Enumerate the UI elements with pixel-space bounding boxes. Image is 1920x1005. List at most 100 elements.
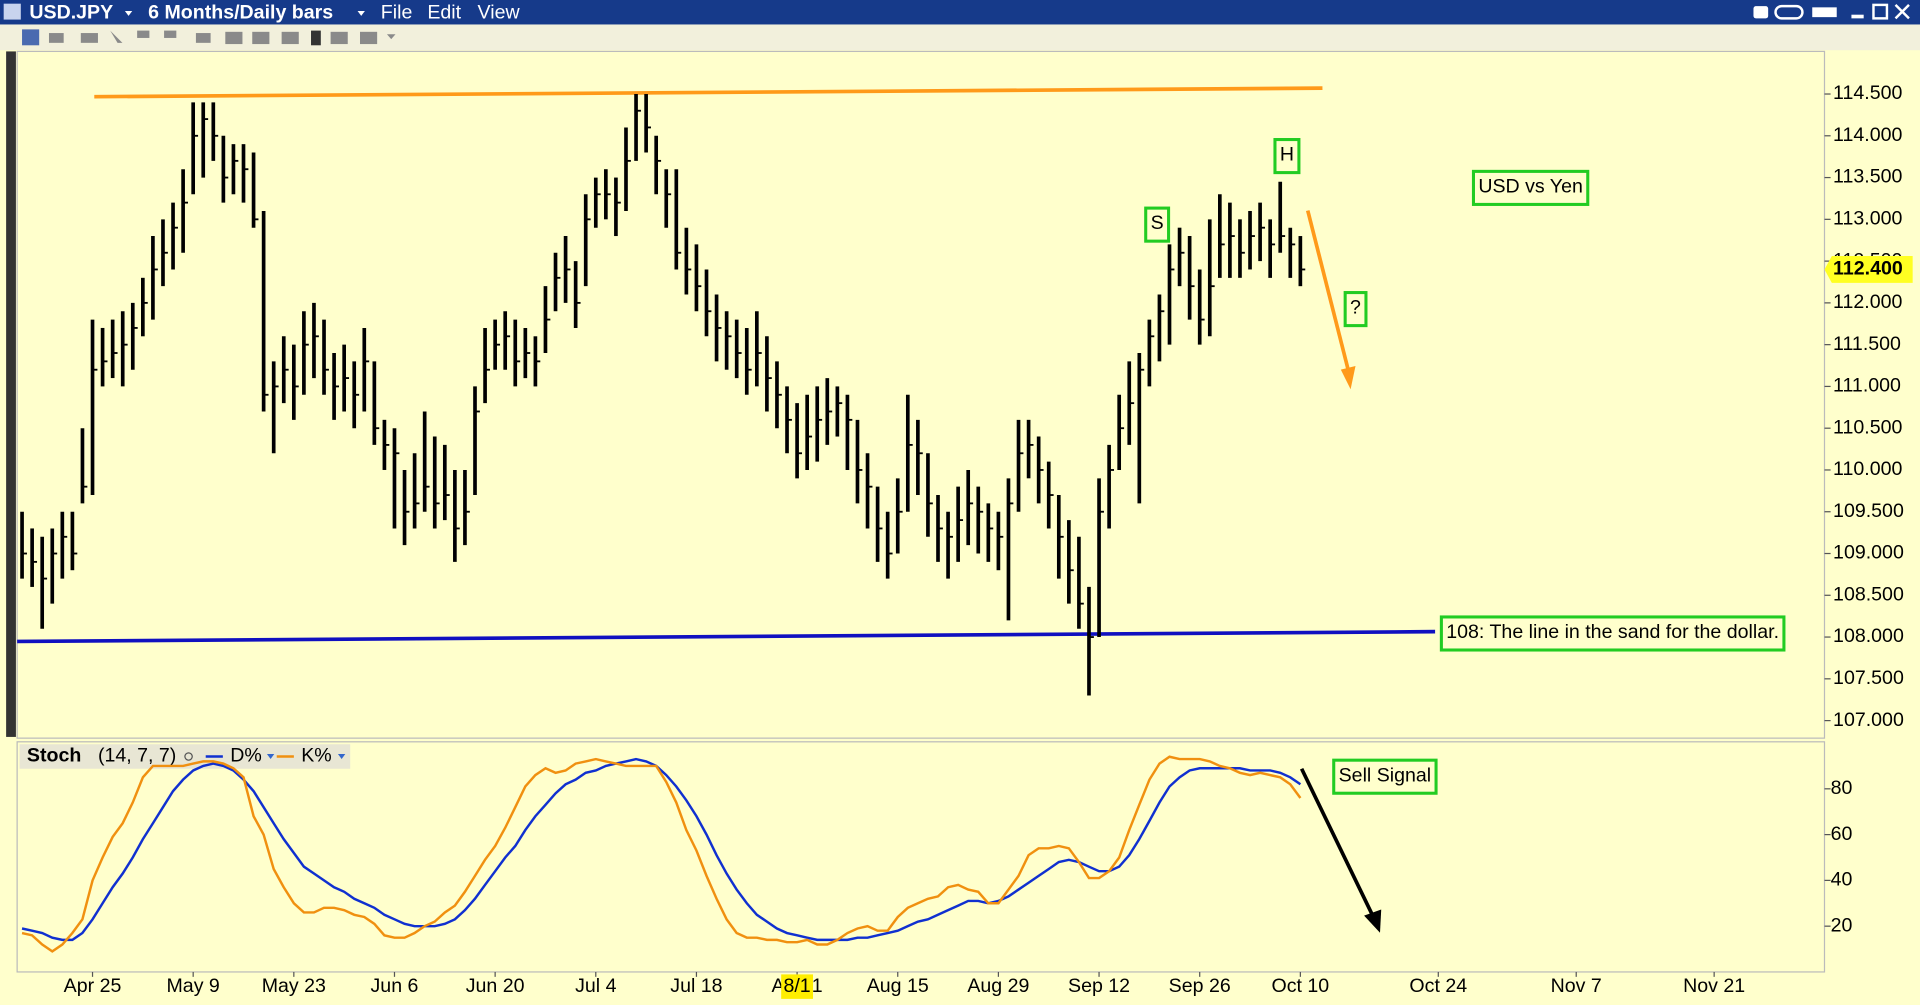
menu-item[interactable]: Edit [427, 2, 461, 24]
y-tick-label: 110.500 [1833, 416, 1902, 438]
y-tick-label: 113.000 [1833, 208, 1902, 230]
x-tick-label: Nov 21 [1683, 975, 1745, 997]
close[interactable] [1894, 4, 1910, 20]
x-tick-label: May 23 [262, 975, 326, 997]
dropdown-arrow[interactable] [386, 34, 396, 40]
symbol[interactable]: USD.JPY [29, 2, 113, 24]
scrollbar[interactable] [6, 51, 16, 737]
y-tick-label: 40 [1831, 869, 1853, 891]
x-tick-label: Oct 24 [1409, 975, 1467, 997]
app-icon [3, 3, 21, 20]
y-tick-label: 110.000 [1833, 458, 1902, 480]
settings-icon[interactable] [184, 752, 193, 761]
link-icon[interactable] [1774, 4, 1804, 20]
text-tool[interactable] [22, 29, 40, 46]
annotation-box [1332, 758, 1438, 795]
annotation-label: 108: The line in the sand for the dollar… [1446, 621, 1779, 643]
x-tick-label: Apr 25 [64, 975, 122, 997]
tool[interactable] [80, 33, 98, 43]
x-tick-label: Jul 4 [575, 975, 616, 997]
last-price-label: 112.400 [1833, 258, 1903, 280]
annotation-box [1343, 291, 1368, 328]
x-tick-label: Sep 26 [1169, 975, 1231, 997]
y-tick-label: 113.500 [1833, 166, 1902, 188]
annotation-box [1273, 138, 1301, 175]
annotation-label: S [1151, 212, 1164, 234]
y-tick-label: 109.500 [1833, 500, 1904, 522]
y-tick-label: 107.500 [1833, 667, 1904, 689]
pointer-tool[interactable] [110, 30, 123, 43]
toolbar-icons [22, 29, 396, 46]
indicator-params: (14, 7, 7) [98, 745, 176, 767]
y-tick-label: 111.000 [1833, 375, 1901, 397]
indicator-name: Stoch [27, 745, 81, 767]
y-tick-label: 108.000 [1833, 625, 1904, 647]
annotation-box [1144, 206, 1171, 243]
support-line [17, 629, 1436, 644]
stoch-line [21, 755, 1302, 953]
x-tick-label: Jun 6 [371, 975, 419, 997]
dropdown-arrow[interactable] [266, 754, 275, 759]
annotation-label: H [1280, 144, 1294, 166]
maximize[interactable] [1872, 3, 1889, 20]
y-tick-label: 80 [1831, 777, 1853, 799]
x-tick-label: Jul 18 [670, 975, 722, 997]
tool[interactable] [311, 30, 321, 46]
y-tick-label: 112.000 [1833, 291, 1902, 313]
dropdown-arrow[interactable] [337, 754, 346, 759]
y-tick-label: 109.000 [1833, 542, 1904, 564]
period[interactable]: 6 Months/Daily bars [148, 2, 333, 24]
menu-item[interactable]: File [381, 2, 413, 24]
legend-label: K% [301, 745, 331, 767]
sell-arrow [1299, 767, 1376, 919]
tool[interactable] [164, 30, 177, 38]
y-tick-label: 114.500 [1833, 82, 1902, 104]
tool[interactable] [252, 31, 270, 45]
pin-icon[interactable] [1812, 7, 1837, 18]
y-tick-label: 20 [1831, 914, 1853, 936]
x-tick-label: Aug 15 [867, 975, 929, 997]
y-tick-label: 114.000 [1833, 124, 1902, 146]
x-tick-label: May 9 [167, 975, 220, 997]
dropdown-arrow[interactable] [124, 11, 133, 16]
legend-label: D% [230, 745, 262, 767]
y-tick-label: 111.500 [1833, 333, 1901, 355]
tool[interactable] [281, 31, 299, 45]
tool[interactable] [195, 33, 211, 43]
last-price-marker [1824, 255, 1913, 283]
cursor-box [781, 974, 814, 999]
annotation-box [1439, 615, 1786, 652]
tool[interactable] [360, 31, 378, 45]
y-tick-label: 107.000 [1833, 709, 1904, 731]
annotation-label: ? [1350, 297, 1361, 319]
arrow-head [1364, 909, 1382, 933]
x-tick-label: Oct 10 [1272, 975, 1330, 997]
tool[interactable] [48, 33, 64, 43]
x-tick-label: Sep 12 [1068, 975, 1130, 997]
tool[interactable] [225, 31, 243, 45]
stoch-panel-frame [16, 741, 1826, 973]
resistance-line [94, 86, 1323, 99]
y-tick-label: 108.500 [1833, 583, 1904, 605]
forecast-arrow [1305, 210, 1352, 376]
dropdown-arrow[interactable] [357, 11, 365, 16]
annotation-box [1471, 169, 1590, 206]
stoch-line [21, 757, 1302, 942]
tool[interactable] [330, 31, 348, 45]
annotation-label: Sell Signal [1339, 764, 1432, 786]
cursor-label: 8/1 [783, 975, 810, 997]
minimize[interactable] [1851, 14, 1864, 19]
x-tick-label: Jun 20 [466, 975, 525, 997]
x-tick-label: Aug 29 [967, 975, 1029, 997]
price-panel-frame [16, 50, 1826, 739]
tool[interactable] [137, 30, 150, 38]
menu-item[interactable]: View [478, 2, 521, 24]
y-tick-label: 60 [1831, 823, 1853, 845]
title-bar [0, 0, 1920, 25]
window-controls [1753, 3, 1910, 20]
annotation-label: USD vs Yen [1478, 175, 1583, 197]
tool-icon[interactable] [1753, 6, 1769, 19]
